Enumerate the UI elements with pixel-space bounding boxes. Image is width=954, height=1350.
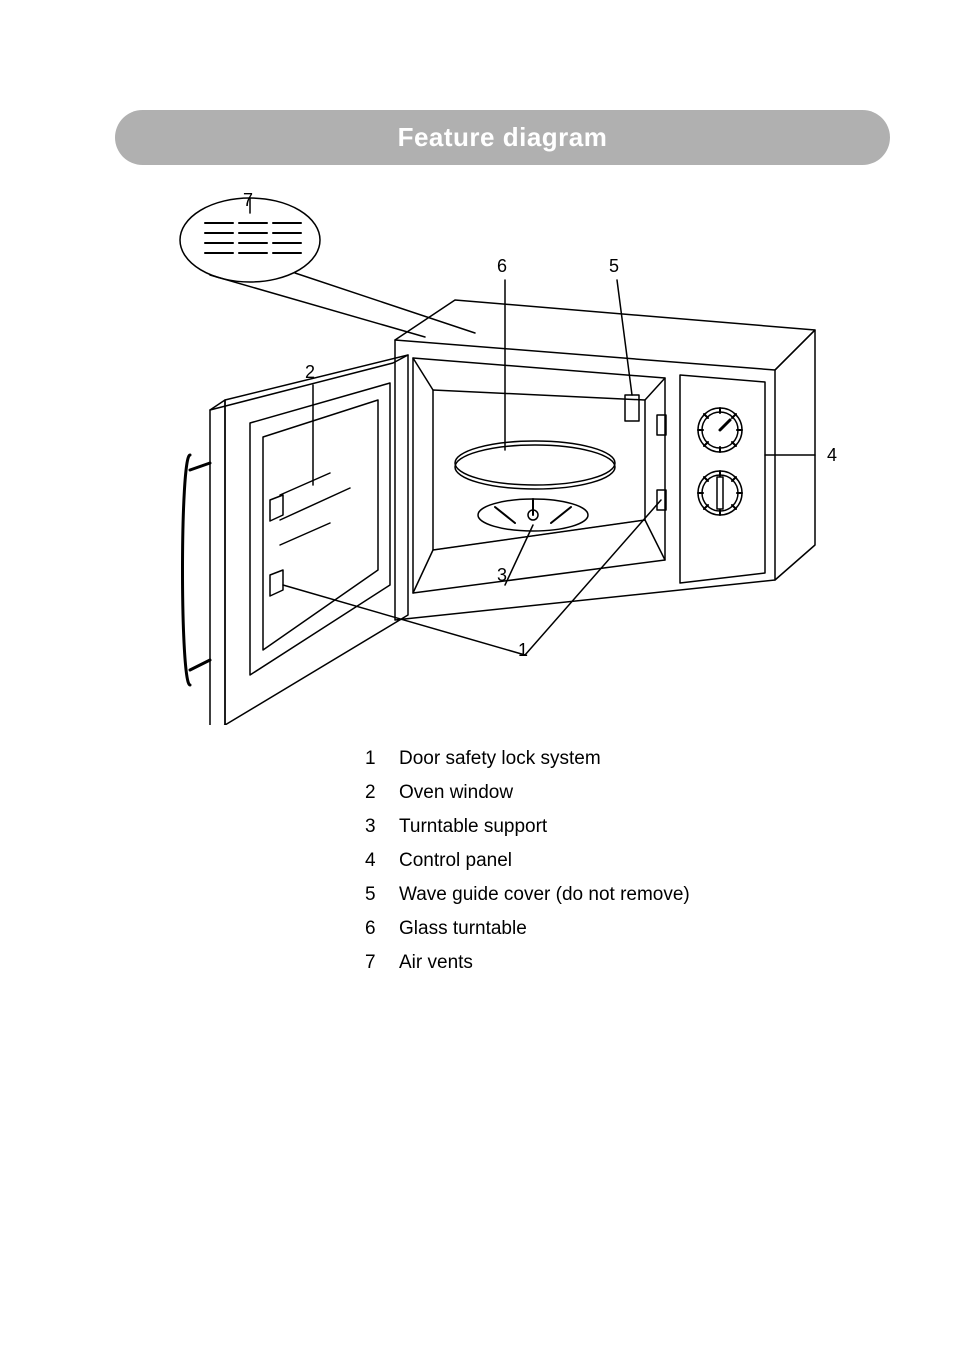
- legend-row: 2 Oven window: [365, 776, 690, 810]
- callout-3: 3: [497, 565, 507, 586]
- legend-list: 1 Door safety lock system 2 Oven window …: [365, 742, 690, 980]
- legend-num: 1: [365, 742, 399, 776]
- callout-7: 7: [243, 190, 253, 211]
- callout-6: 6: [497, 256, 507, 277]
- legend-num: 4: [365, 844, 399, 878]
- legend-label: Turntable support: [399, 810, 690, 844]
- legend-label: Wave guide cover (do not remove): [399, 878, 690, 912]
- legend-row: 4 Control panel: [365, 844, 690, 878]
- legend-num: 7: [365, 946, 399, 980]
- title-banner: Feature diagram: [115, 110, 890, 165]
- legend-label: Glass turntable: [399, 912, 690, 946]
- callout-4: 4: [827, 445, 837, 466]
- legend-label: Air vents: [399, 946, 690, 980]
- legend-num: 3: [365, 810, 399, 844]
- page-root: Feature diagram: [0, 0, 954, 1350]
- legend-num: 5: [365, 878, 399, 912]
- legend-label: Control panel: [399, 844, 690, 878]
- legend-label: Oven window: [399, 776, 690, 810]
- legend-num: 2: [365, 776, 399, 810]
- legend-row: 3 Turntable support: [365, 810, 690, 844]
- legend-row: 5 Wave guide cover (do not remove): [365, 878, 690, 912]
- legend-row: 6 Glass turntable: [365, 912, 690, 946]
- legend-row: 1 Door safety lock system: [365, 742, 690, 776]
- callout-2: 2: [305, 362, 315, 383]
- legend-num: 6: [365, 912, 399, 946]
- callout-1: 1: [518, 640, 528, 661]
- callout-5: 5: [609, 256, 619, 277]
- legend-row: 7 Air vents: [365, 946, 690, 980]
- legend-label: Door safety lock system: [399, 742, 690, 776]
- page-title: Feature diagram: [398, 122, 608, 153]
